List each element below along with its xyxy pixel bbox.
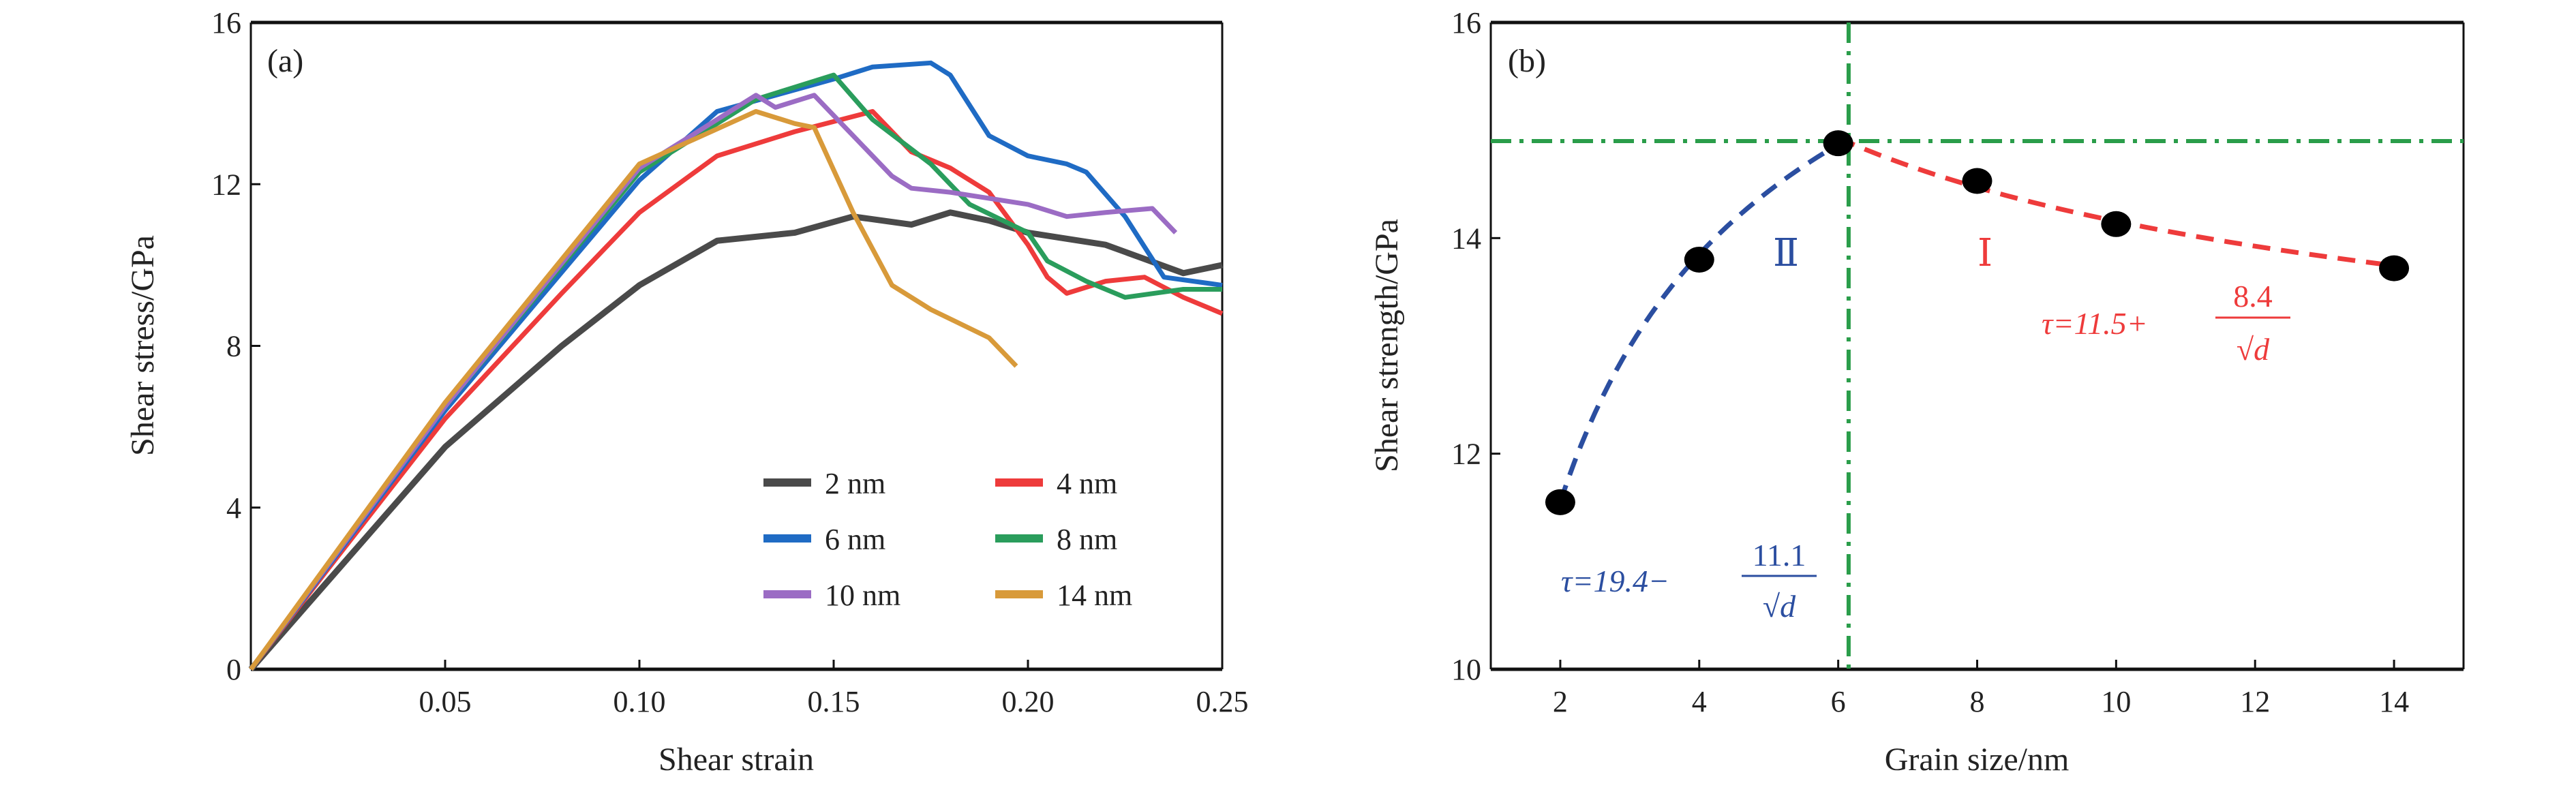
region-label-II: Ⅱ bbox=[1773, 232, 1799, 275]
y-tick-label: 16 bbox=[1451, 6, 1481, 40]
series-line-8nm bbox=[249, 72, 1222, 671]
y-tick-label: 8 bbox=[226, 330, 241, 363]
formula-II-lhs: τ=19.4− bbox=[1561, 564, 1669, 598]
panel-b-label: (b) bbox=[1508, 43, 1546, 79]
x-tick-label: 0.10 bbox=[613, 685, 666, 718]
formula-I-denominator: √d bbox=[2237, 332, 2270, 367]
formula-I-numerator: 8.4 bbox=[2233, 279, 2273, 314]
x-tick-label: 14 bbox=[2379, 685, 2409, 718]
y-tick-label: 14 bbox=[1451, 222, 1481, 255]
x-tick-label: 0.20 bbox=[1002, 685, 1055, 718]
x-tick-label: 2 bbox=[1553, 685, 1568, 718]
x-tick-label: 10 bbox=[2101, 685, 2131, 718]
panel-a-ylabel: Shear stress/GPa bbox=[125, 235, 161, 456]
y-tick-label: 10 bbox=[1451, 653, 1481, 686]
x-tick-label: 4 bbox=[1692, 685, 1707, 718]
x-tick-label: 0.25 bbox=[1196, 685, 1249, 718]
panel-a-label: (a) bbox=[267, 43, 303, 79]
panel-b-xlabel: Grain size/nm bbox=[1885, 742, 2070, 778]
x-tick-label: 0.05 bbox=[419, 685, 472, 718]
series-line-4nm bbox=[249, 108, 1224, 671]
data-point bbox=[2101, 211, 2132, 237]
panel-b: (b) Grain size/nm Shear strength/GPa 2 4 6… bbox=[1369, 6, 2465, 778]
data-point bbox=[1684, 246, 1714, 273]
legend-label: 8 nm bbox=[1057, 523, 1117, 556]
data-point bbox=[1545, 489, 1575, 515]
fit-curve-I bbox=[1837, 136, 2395, 269]
legend-label: 2 nm bbox=[825, 467, 885, 500]
formula-II-numerator: 11.1 bbox=[1753, 538, 1806, 572]
panel-b-ylabel: Shear strength/GPa bbox=[1369, 219, 1405, 472]
y-tick-label: 0 bbox=[226, 653, 241, 686]
fit-curve-II bbox=[1558, 142, 1840, 503]
legend-label: 10 nm bbox=[825, 579, 900, 612]
data-point bbox=[1823, 130, 1853, 157]
x-tick-label: 8 bbox=[1970, 685, 1985, 718]
fit-formula-I: τ=11.5+ 8.4 √d bbox=[2042, 279, 2290, 367]
data-point bbox=[2379, 255, 2410, 281]
legend-label: 14 nm bbox=[1057, 579, 1132, 612]
y-tick-label: 16 bbox=[211, 6, 241, 40]
data-point bbox=[1962, 168, 1992, 194]
legend-label: 6 nm bbox=[825, 523, 885, 556]
fit-formula-II: τ=19.4− 11.1 √d bbox=[1561, 538, 1817, 624]
x-tick-label: 12 bbox=[2240, 685, 2270, 718]
y-tick-label: 12 bbox=[211, 168, 241, 201]
y-tick-label: 4 bbox=[226, 491, 241, 525]
y-tick-label: 12 bbox=[1451, 438, 1481, 471]
x-tick-label: 6 bbox=[1831, 685, 1846, 718]
series-line-14nm bbox=[249, 108, 1018, 671]
x-tick-label: 0.15 bbox=[808, 685, 860, 718]
panel-a-xlabel: Shear strain bbox=[658, 742, 814, 778]
series-line-10nm bbox=[249, 93, 1178, 671]
region-label-I: Ⅰ bbox=[1978, 232, 1992, 275]
formula-II-denominator: √d bbox=[1763, 589, 1796, 624]
panel-a: (a) Shear strain Shear stress/GPa 0.05 0.… bbox=[125, 6, 1249, 778]
legend-label: 4 nm bbox=[1057, 467, 1117, 500]
formula-I-lhs: τ=11.5+ bbox=[2042, 306, 2148, 341]
